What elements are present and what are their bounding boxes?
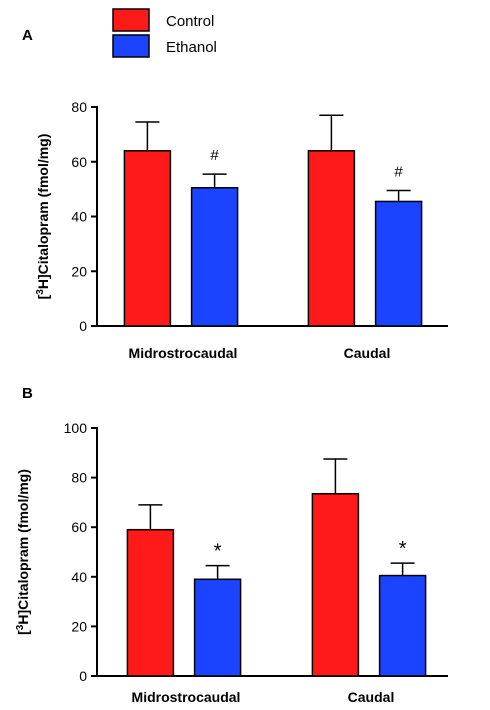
significance-marker: # (394, 163, 403, 180)
y-tick-label: 80 (71, 99, 87, 115)
legend-item-control: Control (112, 8, 214, 32)
legend-swatch-ethanol (112, 34, 150, 58)
bar-control-midrostrocaudal (123, 150, 172, 327)
bar-control-caudal (307, 150, 356, 327)
bar-control-midrostrocaudal (126, 528, 175, 677)
legend-item-ethanol: Ethanol (112, 34, 217, 58)
significance-marker: * (399, 538, 407, 560)
bar-ethanol-midrostrocaudal (193, 578, 242, 677)
y-tick-label: 20 (71, 263, 87, 279)
significance-marker: * (214, 541, 222, 563)
y-axis-label: [3H]Citalopram (fmol/mg) (15, 469, 32, 635)
y-tick-label: 100 (64, 420, 88, 436)
bar-ethanol-midrostrocaudal (190, 187, 239, 327)
y-axis-label: [3H]Citalopram (fmol/mg) (35, 134, 52, 300)
significance-marker: # (210, 147, 219, 164)
y-tick-label: 20 (71, 618, 87, 634)
y-tick-label: 60 (71, 154, 87, 170)
category-label: Caudal (348, 689, 395, 705)
category-label: Midrostrocaudal (129, 345, 238, 361)
legend-label-control: Control (166, 13, 214, 30)
legend-swatch-control (112, 8, 150, 32)
y-tick-label: 40 (71, 209, 87, 225)
category-label: Caudal (344, 345, 391, 361)
bar-ethanol-caudal (374, 200, 423, 327)
panel-label: A (22, 27, 33, 44)
bar-control-caudal (311, 492, 360, 677)
panels: A [3H]Citalopram (fmol/mg) 0 20 40 60 80 # # Midr… (15, 27, 448, 705)
y-tick-label: 0 (79, 318, 87, 334)
category-label: Midrostrocaudal (132, 689, 241, 705)
y-tick-label: 40 (71, 569, 87, 585)
y-tick-label: 60 (71, 519, 87, 535)
legend: Control Ethanol (112, 8, 217, 58)
bar-ethanol-caudal (378, 574, 427, 677)
legend-label-ethanol: Ethanol (166, 39, 217, 56)
y-tick-label: 0 (79, 668, 87, 684)
y-tick-label: 80 (71, 470, 87, 486)
panel-label: B (22, 385, 33, 402)
panel-a: A [3H]Citalopram (fmol/mg) 0 20 40 60 80 # # Midr… (22, 27, 448, 361)
panel-b: B [3H]Citalopram (fmol/mg) 0 20 40 60 80 100 * * M… (15, 385, 448, 705)
